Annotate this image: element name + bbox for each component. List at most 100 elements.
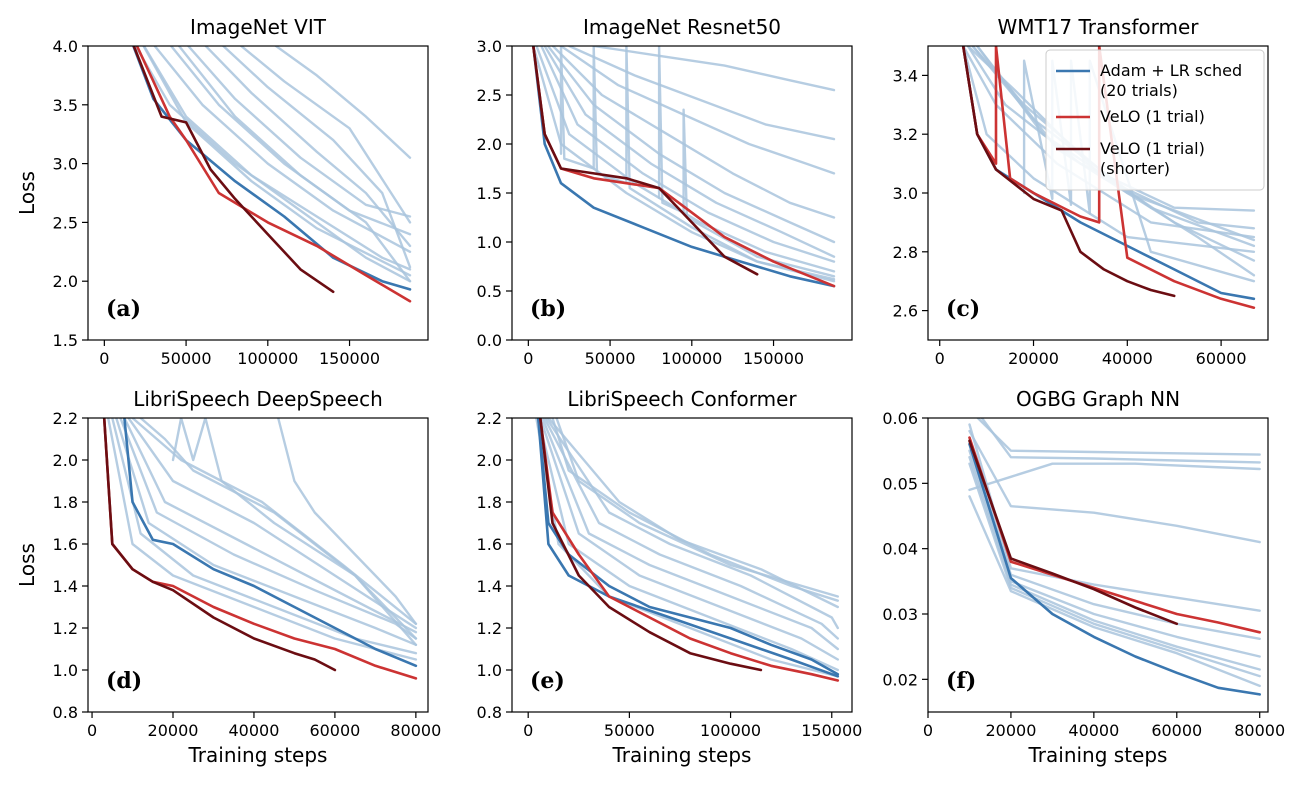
plot-frame [87, 417, 429, 713]
series-line-adam-0 [536, 418, 840, 676]
y-tick-label: 1.4 [477, 577, 502, 596]
x-tick-label: 50000 [585, 349, 636, 368]
x-tick-label: 20000 [985, 721, 1036, 740]
series-line-adam-0 [131, 46, 412, 291]
panel-label: (c) [946, 296, 980, 322]
series-group [531, 46, 836, 288]
series-line-adam-0 [123, 418, 418, 668]
x-tick-label: 60000 [1151, 721, 1202, 740]
y-tick-label: 2.0 [477, 451, 502, 470]
series-line-velo-short-2 [531, 46, 759, 276]
y-tick-label: 3.2 [893, 125, 918, 144]
series-line-velo-1 [135, 46, 412, 303]
series-line-adam-light-12 [277, 418, 418, 625]
y-tick-label: 2.5 [477, 86, 502, 105]
panel-label: (f) [946, 668, 976, 694]
legend: Adam + LR sched (20 trials) VeLO (1 trial… [1045, 49, 1265, 191]
series-line-adam-0 [531, 46, 836, 288]
panel-label: (d) [106, 668, 142, 694]
plot-frame [927, 417, 1269, 713]
series-group [535, 418, 840, 682]
y-tick-label: 1.2 [477, 619, 502, 638]
series-line-adam-light-9 [221, 46, 412, 269]
y-tick-label: 4.0 [53, 37, 78, 56]
x-tick-label: 80000 [1234, 721, 1285, 740]
y-tick-label: 1.5 [53, 331, 78, 350]
series-line-adam-light-10 [976, 46, 1256, 277]
y-tick-label: 3.0 [893, 184, 918, 203]
series-line-adam-light-5 [153, 46, 412, 254]
x-tick-label: 100000 [237, 349, 298, 368]
panel-label: (b) [530, 296, 566, 322]
y-tick-label: 0.5 [477, 282, 502, 301]
legend-entry-adam: Adam + LR sched [1100, 61, 1242, 80]
x-tick-label: 60000 [309, 721, 360, 740]
series-line-adam-light-9 [545, 418, 839, 630]
x-tick-label: 80000 [390, 721, 441, 740]
series-line-adam-light-3 [134, 46, 412, 283]
panel-6: 0 20000 40000 60000 80000 0.02 0.03 0.04 0.05 0.0… [882, 387, 1285, 767]
x-tick-label: 50000 [604, 721, 655, 740]
y-tick-label: 3.0 [477, 37, 502, 56]
y-tick-label: 2.0 [53, 272, 78, 291]
y-tick-label: 2.5 [53, 213, 78, 232]
y-tick-label: 2.2 [53, 409, 78, 428]
x-axis-label: Training steps [188, 743, 328, 767]
series-line-adam-1 [536, 418, 840, 678]
y-tick-label: 0.04 [882, 540, 918, 559]
series-line-adam-light-8 [204, 46, 412, 248]
x-tick-label: 150000 [801, 721, 862, 740]
panel-1: 0 50000 100000 150000 1.5 2.0 2.5 3.0 3.5 4.0 Imag… [15, 15, 429, 368]
series-group [968, 418, 1261, 696]
series-group [961, 46, 1256, 310]
y-tick-label: 1.0 [477, 661, 502, 680]
series-line-adam-light-11 [273, 46, 412, 159]
series-line-adam-light-5 [968, 462, 1261, 492]
series-line-adam-light-9 [968, 449, 1261, 658]
x-tick-label: 40000 [1102, 349, 1153, 368]
y-tick-label: 0.02 [882, 670, 918, 689]
series-line-adam-light-7 [541, 418, 839, 651]
series-line-adam-light-11 [171, 418, 418, 640]
series-line-adam-light-4 [535, 418, 839, 678]
series-line-velo-short-3 [538, 418, 763, 672]
y-tick-label: 1.4 [53, 577, 78, 596]
y-tick-label: 0.0 [477, 331, 502, 350]
y-axis-label: Loss [15, 543, 39, 587]
legend-entry-velo: VeLO (1 trial) [1100, 107, 1205, 126]
y-tick-label: 2.0 [53, 451, 78, 470]
legend-entry-velo-short: VeLO (1 trial) [1100, 139, 1205, 158]
plot-frame [87, 45, 429, 341]
legend-entry-subtext: (shorter) [1100, 159, 1170, 178]
series-line-velo-2 [538, 418, 840, 682]
series-line-adam-light-10 [239, 46, 412, 224]
series-line-adam-light-6 [539, 418, 839, 661]
series-line-adam-light-6 [169, 46, 412, 236]
y-tick-label: 1.2 [53, 619, 78, 638]
series-group [131, 46, 412, 303]
x-axis-label: Training steps [1028, 743, 1168, 767]
series-line-adam-light-4 [111, 418, 418, 655]
y-tick-label: 1.6 [53, 535, 78, 554]
x-tick-label: 20000 [1008, 349, 1059, 368]
series-line-adam-0 [968, 442, 1261, 696]
x-tick-label: 20000 [148, 721, 199, 740]
series-line-adam-light-5 [540, 46, 836, 263]
y-tick-label: 1.0 [477, 233, 502, 252]
series-line-adam-light-6 [968, 429, 1261, 544]
y-tick-label: 2.0 [477, 135, 502, 154]
series-line-adam-light-3 [976, 418, 1261, 456]
x-tick-label: 50000 [161, 349, 212, 368]
series-group [102, 418, 418, 680]
series-line-adam-light-9 [131, 418, 418, 625]
panel-title: WMT17 Transformer [997, 15, 1199, 39]
series-line-velo-short-2 [132, 46, 335, 294]
y-tick-label: 0.05 [882, 474, 918, 493]
series-line-adam-light-3 [106, 418, 418, 661]
series-line-adam-light-7 [186, 46, 412, 218]
series-line-adam-light-5 [115, 418, 418, 646]
series-line-adam-light-4 [142, 46, 412, 271]
x-tick-label: 100000 [700, 721, 761, 740]
x-tick-label: 0 [935, 349, 945, 368]
panel-title: ImageNet Resnet50 [583, 15, 781, 39]
